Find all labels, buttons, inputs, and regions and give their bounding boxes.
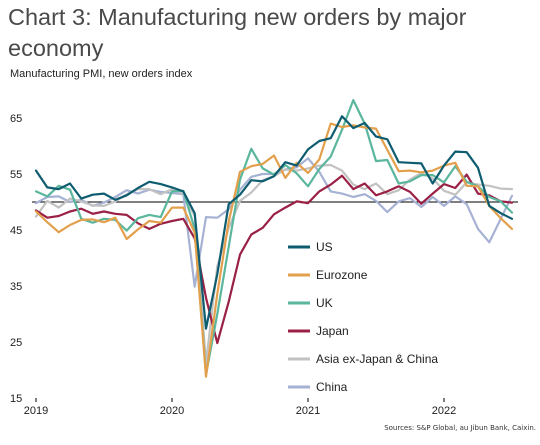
x-tick-label: 2022 <box>432 405 456 417</box>
y-tick-label: 45 <box>10 225 22 237</box>
x-tick-label: 2019 <box>24 405 48 417</box>
series-line-uk <box>34 98 514 376</box>
y-tick-label: 15 <box>10 393 22 405</box>
x-tick-label: 2021 <box>296 405 320 417</box>
y-tick-label: 65 <box>10 113 22 125</box>
series-lines <box>34 98 514 378</box>
series-line-china <box>34 157 514 288</box>
y-tick-label: 35 <box>10 281 22 293</box>
chart-title: Chart 3: Manufacturing new orders by maj… <box>8 4 467 61</box>
chart-source: Sources: S&P Global, au Jibun Bank, Caix… <box>384 424 536 432</box>
series-line-us <box>34 115 514 330</box>
y-axis-ticks: 15 25 35 45 55 65 <box>10 113 22 405</box>
legend-label: Japan <box>316 324 349 338</box>
legend-label: Asia ex-Japan & China <box>316 352 438 366</box>
x-axis-ticks: 2019 2020 2021 2022 <box>24 398 456 417</box>
legend: US Eurozone UK Japan Asia ex-Japan & China Ch… <box>288 240 438 394</box>
legend-label: UK <box>316 296 333 310</box>
y-tick-label: 25 <box>10 337 22 349</box>
series-line-eurozone <box>34 122 514 378</box>
series-line-japan <box>34 173 514 345</box>
chart-subtitle: Manufacturing PMI, new orders index <box>10 68 193 80</box>
legend-label: US <box>316 240 333 254</box>
x-tick-label: 2020 <box>160 405 184 417</box>
legend-label: China <box>316 380 348 394</box>
legend-label: Eurozone <box>316 268 368 282</box>
y-tick-label: 55 <box>10 169 22 181</box>
